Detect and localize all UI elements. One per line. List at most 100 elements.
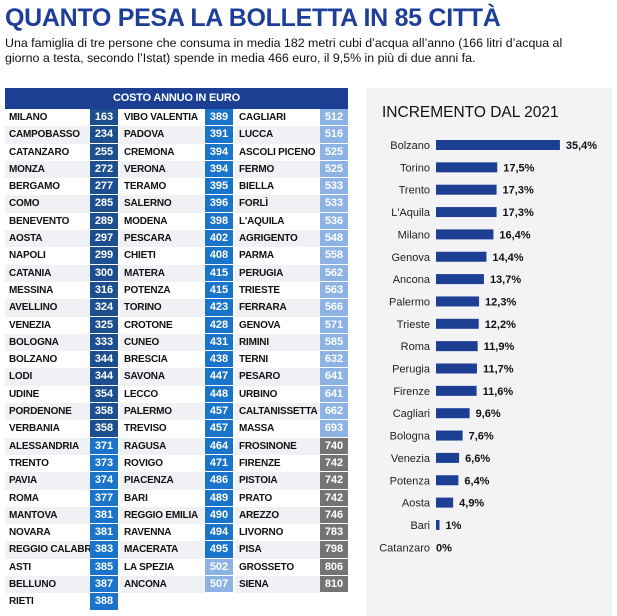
table-row: ROMA 377 [5, 489, 118, 507]
category-label: Roma [401, 341, 431, 353]
city-name: CHIETI [120, 247, 205, 265]
cost-value: 742 [320, 489, 348, 507]
bar [436, 408, 470, 419]
city-name: CAMPOBASSO [5, 126, 90, 144]
city-name: PISA [235, 541, 320, 559]
cost-value: 398 [205, 212, 233, 231]
table-row: LIVORNO 783 [235, 524, 348, 542]
city-name: RIETI [5, 593, 90, 611]
cost-value: 457 [205, 420, 233, 438]
table-row: PADOVA 391 [120, 126, 233, 144]
city-name: MODENA [120, 212, 205, 231]
cost-value: 533 [320, 178, 348, 196]
cost-value: 391 [205, 126, 233, 144]
cost-value: 381 [90, 506, 118, 525]
value-label: 7,6% [469, 431, 494, 443]
city-name: UDINE [5, 385, 90, 404]
cost-value: 358 [90, 420, 118, 438]
city-name: TERAMO [120, 178, 205, 196]
table-row: RAGUSA 464 [120, 437, 233, 455]
cost-value: 377 [90, 489, 118, 507]
cost-value: 383 [90, 541, 118, 559]
cost-table: COSTO ANNUO IN EURO MILANO 163 CAMPOBASSO 2… [5, 88, 348, 611]
category-label: Bari [410, 520, 430, 532]
cost-value: 388 [90, 593, 118, 611]
table-row: SALERNO 396 [120, 195, 233, 213]
table-row: REGGIO EMILIA 490 [120, 506, 233, 525]
city-name: PIACENZA [120, 472, 205, 490]
city-name: MASSA [235, 420, 320, 438]
table-row: RIETI 388 [5, 593, 118, 611]
cost-value: 693 [320, 420, 348, 438]
cost-value: 783 [320, 524, 348, 542]
cost-value: 471 [205, 454, 233, 473]
table-row: CAMPOBASSO 234 [5, 126, 118, 144]
table-row: PALERMO 457 [120, 403, 233, 421]
cost-value: 289 [90, 212, 118, 231]
cost-value: 316 [90, 281, 118, 300]
bar [436, 519, 440, 530]
cost-value: 431 [205, 333, 233, 352]
city-name: MONZA [5, 160, 90, 179]
value-label: 6,6% [465, 453, 490, 465]
table-row: CUNEO 431 [120, 333, 233, 352]
cost-value: 358 [90, 403, 118, 421]
table-row: CREMONA 394 [120, 143, 233, 161]
table-row: URBINO 641 [235, 385, 348, 404]
city-name: ROVIGO [120, 454, 205, 473]
cost-value: 163 [90, 109, 118, 127]
bar [436, 497, 454, 508]
cost-value: 585 [320, 333, 348, 352]
city-name: FORLÌ [235, 195, 320, 213]
table-row: FORLÌ 533 [235, 195, 348, 213]
city-name: CREMONA [120, 143, 205, 161]
category-label: Torino [400, 162, 430, 174]
table-row: BOLOGNA 333 [5, 333, 118, 352]
table-row: ANCONA 507 [120, 576, 233, 594]
value-label: 17,3% [503, 207, 534, 219]
cost-value: 277 [90, 178, 118, 196]
city-name: GROSSETO [235, 558, 320, 577]
cost-value: 374 [90, 472, 118, 490]
table-row: FERMO 525 [235, 160, 348, 179]
table-row: BARI 489 [120, 489, 233, 507]
cost-value: 394 [205, 143, 233, 161]
table-row: BENEVENTO 289 [5, 212, 118, 231]
city-name: L'AQUILA [235, 212, 320, 231]
bar [436, 430, 463, 441]
city-name: PAVIA [5, 472, 90, 490]
table-row: BERGAMO 277 [5, 178, 118, 196]
table-row: PISA 798 [235, 541, 348, 559]
category-label: Palermo [389, 296, 430, 308]
value-label: 9,6% [476, 408, 501, 420]
city-name: AVELLINO [5, 299, 90, 317]
cost-value: 641 [320, 368, 348, 386]
table-row: CROTONE 428 [120, 316, 233, 334]
table-row: POTENZA 415 [120, 281, 233, 300]
table-row: SAVONA 447 [120, 368, 233, 386]
cost-value: 507 [205, 576, 233, 594]
city-name: FERMO [235, 160, 320, 179]
city-name: REGGIO EMILIA [120, 506, 205, 525]
table-row: TERAMO 395 [120, 178, 233, 196]
table-row: PISTOIA 742 [235, 472, 348, 490]
cost-value: 415 [205, 281, 233, 300]
city-name: BARI [120, 489, 205, 507]
table-row: REGGIO CALABRIA383 [5, 541, 118, 559]
city-name: ASTI [5, 558, 90, 577]
city-name: VERONA [120, 160, 205, 179]
value-label: 11,7% [483, 364, 514, 376]
city-name: ANCONA [120, 576, 205, 594]
table-row: MILANO 163 [5, 109, 118, 127]
city-name: PISTOIA [235, 472, 320, 490]
cost-value: 571 [320, 316, 348, 334]
cost-value: 494 [205, 524, 233, 542]
city-name: LIVORNO [235, 524, 320, 542]
value-label: 11,9% [484, 341, 515, 353]
table-row: CATANZARO 255 [5, 143, 118, 161]
city-name: SAVONA [120, 368, 205, 386]
table-row: RIMINI 585 [235, 333, 348, 352]
cost-value: 740 [320, 437, 348, 455]
city-name: LODI [5, 368, 90, 386]
cost-value: 746 [320, 506, 348, 525]
